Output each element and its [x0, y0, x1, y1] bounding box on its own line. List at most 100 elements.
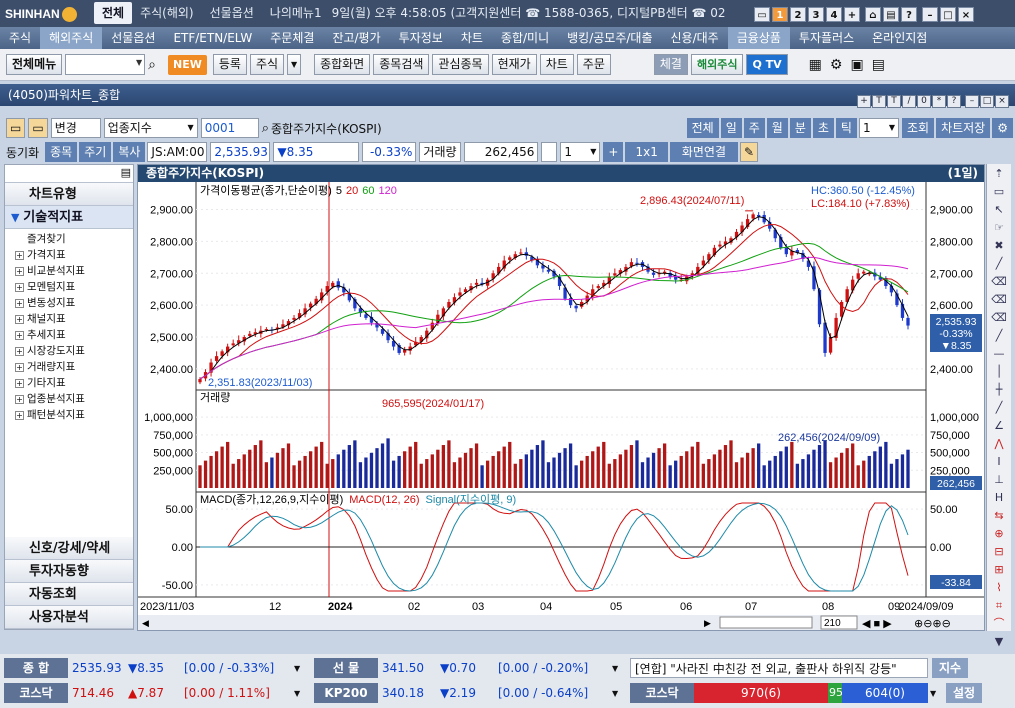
chevron-down-icon[interactable]: ▼	[294, 663, 301, 673]
period-month-button[interactable]: 월	[766, 118, 788, 138]
pencil-icon[interactable]: ✎	[740, 142, 759, 162]
line-icon[interactable]: ╱	[995, 257, 1003, 270]
drag-icon[interactable]: ☞	[994, 221, 1004, 234]
tree-item[interactable]: + 추세지표	[15, 329, 66, 341]
menu-online-branch[interactable]: 온라인지점	[872, 31, 928, 45]
scroll-left-icon[interactable]: ◀	[142, 618, 149, 628]
tab-futures-options[interactable]: 선물옵션	[209, 6, 254, 20]
period-second-button[interactable]: 초	[812, 118, 834, 138]
menu-chart[interactable]: 차트	[460, 31, 483, 45]
zoom-icons[interactable]: ⊕⊖⊕⊖	[914, 618, 951, 630]
horizontal-line-icon[interactable]: —	[993, 347, 1005, 360]
chart-save-button[interactable]: 차트저장	[936, 118, 991, 138]
text-icon[interactable]: T	[887, 95, 901, 108]
tab-chart-type[interactable]: 차트유형	[5, 183, 133, 206]
monitor-icon[interactable]: ▭	[754, 6, 770, 22]
layout-toggle-icon[interactable]: ▭	[6, 118, 26, 138]
zigzag-icon[interactable]: ⋀	[994, 437, 1004, 450]
screen-link-button[interactable]: 화면연결	[669, 142, 739, 162]
menu-futures[interactable]: 선물옵션	[111, 31, 156, 45]
checkbox[interactable]	[541, 142, 558, 162]
period-minute-button[interactable]: 분	[789, 118, 811, 138]
query-button[interactable]: 조회	[901, 118, 935, 138]
plus-button[interactable]: +	[603, 142, 624, 162]
eraser-2-icon[interactable]: ⌫	[991, 293, 1007, 306]
target-icon[interactable]: ⊕	[994, 527, 1004, 540]
tab-technical-indicators[interactable]: ▼ 기술적지표	[5, 206, 133, 229]
period-all-button[interactable]: 전체	[686, 118, 719, 138]
add-icon[interactable]: +	[857, 95, 871, 108]
tree-item[interactable]: + 가격지표	[15, 249, 66, 261]
close-icon[interactable]: ×	[958, 6, 974, 22]
playback-controls-icon[interactable]: ◀ ■ ▶	[862, 618, 892, 630]
menu-credit[interactable]: 신용/대주	[670, 31, 719, 45]
pointer-icon[interactable]: ↖	[994, 203, 1004, 216]
cursor-icon[interactable]: ⇡	[994, 167, 1004, 180]
t-icon[interactable]: T	[872, 95, 886, 108]
settings-button[interactable]: 설정	[946, 683, 982, 703]
index-button[interactable]: 지수	[932, 658, 968, 678]
search-icon[interactable]: ⌕	[148, 56, 157, 73]
screen-4-button[interactable]: 4	[826, 6, 842, 22]
search-icon[interactable]: ⌕	[261, 120, 269, 136]
tab-investor-trend[interactable]: 투자자동향	[5, 560, 133, 583]
screen-2-button[interactable]: 2	[790, 6, 806, 22]
screen-3-button[interactable]: 3	[808, 6, 824, 22]
chevron-down-icon[interactable]: ▼	[930, 688, 937, 698]
scroll-down-icon[interactable]: ▼	[994, 635, 1004, 648]
menu-etf[interactable]: ETF/ETN/ELW	[173, 31, 253, 45]
gear-icon[interactable]: ⚙	[829, 56, 843, 73]
layout-icon[interactable]: ▣	[850, 56, 864, 73]
zero-icon[interactable]: 0	[917, 95, 931, 108]
tab-auto-query[interactable]: 자동조회	[5, 583, 133, 606]
sector-select[interactable]: 업종지수 ▼	[103, 118, 198, 138]
settings-gear-icon[interactable]: ⚙	[992, 118, 1013, 138]
minimize-icon[interactable]: –	[965, 95, 979, 108]
list-icon[interactable]: ▤	[120, 166, 131, 179]
menu-order[interactable]: 주문체결	[270, 31, 315, 45]
sync-stock-button[interactable]: 종목	[45, 142, 78, 162]
menu-mini[interactable]: 종합/미니	[500, 31, 550, 45]
fibo-time-icon[interactable]: ⌗	[995, 599, 1003, 612]
h-icon[interactable]: H	[994, 491, 1004, 504]
tree-item[interactable]: + 업종분석지표	[15, 393, 85, 405]
fibo-icon[interactable]: ⊥	[994, 473, 1004, 486]
tab-signal[interactable]: 신호/강세/약세	[5, 537, 133, 560]
maximize-icon[interactable]: □	[940, 6, 956, 22]
arrows-icon[interactable]: ⇆	[994, 509, 1004, 522]
trend-line-icon[interactable]: ╱	[995, 401, 1003, 414]
change-select[interactable]: 변경	[50, 118, 101, 138]
menu-financial-products[interactable]: 금융상품	[727, 27, 790, 49]
tab-my-menu[interactable]: 나의메뉴1	[269, 6, 322, 20]
window-icon[interactable]: ▤	[871, 56, 885, 73]
menu-invest-info[interactable]: 투자정보	[398, 31, 443, 45]
tree-item[interactable]: + 모멘텀지표	[15, 281, 76, 293]
sync-period-button[interactable]: 주기	[79, 142, 112, 162]
vertical-line-icon[interactable]: │	[995, 365, 1003, 378]
order-button[interactable]: 주문	[576, 54, 611, 75]
pin-icon[interactable]: *	[932, 95, 946, 108]
chevron-down-icon[interactable]: ▼	[612, 688, 619, 698]
copy-button[interactable]: 복사	[113, 142, 146, 162]
tree-item[interactable]: + 비교분석지표	[15, 265, 85, 277]
diagonal-line-icon[interactable]: ╱	[995, 329, 1003, 342]
tree-item-favorites[interactable]: 즐겨찾기	[27, 233, 66, 245]
chevron-down-icon[interactable]: ▼	[287, 54, 302, 75]
add-screen-icon[interactable]: +	[844, 6, 860, 22]
chart-button[interactable]: 차트	[539, 54, 574, 75]
cross-line-icon[interactable]: ┼	[995, 383, 1003, 396]
eraser-3-icon[interactable]: ⌫	[991, 311, 1007, 324]
ratio-button[interactable]: 1x1	[625, 142, 668, 162]
gann-icon[interactable]: ⌇	[996, 581, 1002, 594]
zoom-slider[interactable]	[719, 616, 813, 629]
current-price-button[interactable]: 현재가	[491, 54, 537, 75]
screen-1-button[interactable]: 1	[772, 6, 788, 22]
tree-item[interactable]: + 기타지표	[15, 377, 66, 389]
tree-item[interactable]: + 채널지표	[15, 313, 66, 325]
menu-overseas-stock[interactable]: 해외주식	[40, 27, 103, 49]
watchlist-button[interactable]: 관심종목	[432, 54, 489, 75]
menu-banking[interactable]: 뱅킹/공모주/대출	[567, 31, 653, 45]
speed-icon[interactable]: ⌒	[993, 617, 1005, 630]
eraser-icon[interactable]: ⌫	[991, 275, 1007, 288]
code-input[interactable]: 0001	[200, 118, 259, 138]
